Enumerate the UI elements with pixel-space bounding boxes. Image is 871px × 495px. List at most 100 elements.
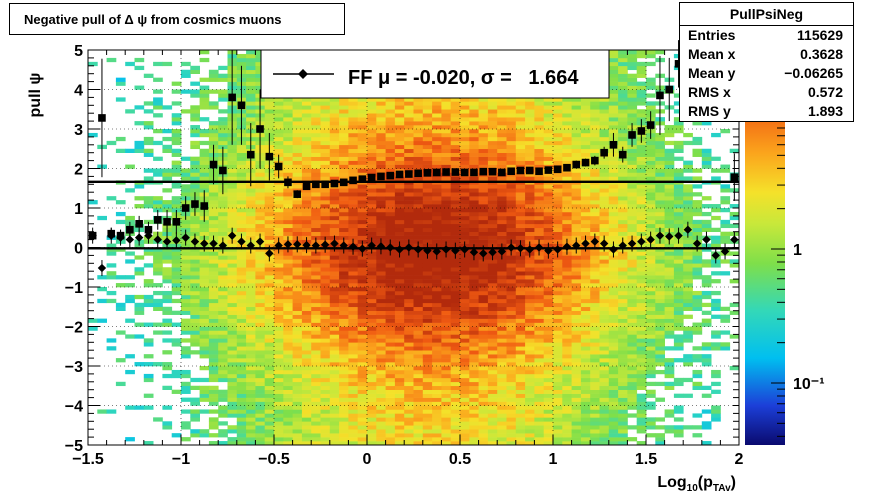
- heatmap-cell: [590, 354, 600, 359]
- heatmap-cell: [432, 109, 442, 114]
- heatmap-cell: [301, 338, 312, 343]
- heatmap-cell: [413, 290, 424, 296]
- heatmap-cell: [506, 342, 517, 347]
- heatmap-cell: [478, 267, 489, 272]
- heatmap-cell: [329, 192, 340, 197]
- heatmap-cell: [413, 362, 424, 367]
- heatmap-cell: [320, 101, 331, 106]
- heatmap-cell: [348, 298, 359, 304]
- heatmap-cell: [534, 132, 545, 138]
- heatmap-cell: [599, 346, 610, 351]
- heatmap-cell: [590, 247, 600, 252]
- heatmap-cell: [608, 302, 619, 308]
- heatmap-cell: [283, 223, 293, 229]
- heatmap-cell: [553, 334, 563, 339]
- heatmap-cell: [181, 294, 191, 300]
- heatmap-cell: [450, 397, 461, 402]
- heatmap-cell: [599, 298, 610, 304]
- heatmap-cell: [515, 302, 526, 308]
- heatmap-cell: [478, 283, 489, 288]
- heatmap-cell: [394, 200, 405, 205]
- heatmap-cell: [264, 358, 275, 363]
- heatmap-cell: [311, 302, 321, 308]
- heatmap-cell: [460, 227, 470, 232]
- heatmap-cell: [311, 389, 321, 394]
- heatmap-cell: [367, 373, 377, 379]
- heatmap-cell: [292, 263, 303, 268]
- heatmap-cell: [274, 326, 284, 331]
- heatmap-cell: [506, 140, 517, 146]
- heatmap-cell: [441, 401, 452, 406]
- heatmap-cell: [432, 279, 442, 284]
- heatmap-cell: [311, 196, 321, 201]
- heatmap-cell: [627, 231, 638, 236]
- heatmap-cell: [618, 318, 628, 323]
- heatmap-cell: [506, 235, 517, 240]
- heatmap-cell: [143, 354, 154, 359]
- heatmap-cell: [506, 152, 517, 157]
- heatmap-cell: [543, 267, 554, 272]
- heatmap-cell: [376, 113, 386, 118]
- heatmap-cell: [599, 377, 610, 383]
- heatmap-cell: [292, 369, 303, 375]
- heatmap-cell: [181, 275, 191, 280]
- heatmap-cell: [553, 322, 563, 327]
- heatmap-cell: [543, 381, 554, 387]
- heatmap-cell: [497, 227, 507, 232]
- heatmap-cell: [320, 421, 331, 426]
- heatmap-cell: [497, 129, 507, 134]
- heatmap-cell: [348, 385, 359, 390]
- heatmap-cell: [153, 283, 163, 288]
- heatmap-cell: [301, 121, 312, 126]
- heatmap-cell: [199, 259, 210, 264]
- heatmap-cell: [487, 397, 498, 402]
- heatmap-cell: [553, 409, 563, 414]
- heatmap-cell: [441, 385, 452, 390]
- heatmap-cell: [274, 362, 284, 367]
- heatmap-cell: [441, 223, 452, 229]
- heatmap-cell: [441, 204, 452, 209]
- heatmap-cell: [385, 441, 396, 445]
- heatmap-cell: [497, 196, 507, 201]
- heatmap-cell: [543, 105, 554, 110]
- heatmap-cell: [627, 215, 638, 221]
- heatmap-cell: [227, 275, 238, 280]
- heatmap-cell: [153, 247, 163, 252]
- heatmap-cell: [162, 188, 173, 193]
- heatmap-cell: [590, 140, 600, 146]
- heatmap-cell: [367, 125, 377, 130]
- heatmap-cell: [497, 267, 507, 272]
- heatmap-cell: [208, 417, 219, 422]
- heatmap-cell: [283, 97, 293, 102]
- heatmap-cell: [357, 283, 368, 288]
- heatmap-cell: [469, 373, 479, 379]
- heatmap-cell: [181, 397, 191, 402]
- heatmap-cell: [320, 373, 331, 379]
- heatmap-cell: [618, 164, 628, 169]
- heatmap-cell: [562, 184, 572, 189]
- heatmap-cell: [143, 393, 154, 398]
- heatmap-cell: [246, 362, 256, 367]
- heatmap-cell: [460, 259, 470, 264]
- heatmap-cell: [599, 306, 610, 311]
- heatmap-cell: [553, 354, 563, 359]
- heatmap-cell: [134, 148, 145, 153]
- heatmap-cell: [171, 279, 182, 284]
- heatmap-cell: [199, 330, 210, 335]
- heatmap-cell: [534, 164, 545, 169]
- heatmap-cell: [246, 204, 256, 209]
- heatmap-cell: [450, 366, 461, 371]
- heatmap-cell: [469, 405, 479, 410]
- heatmap-cell: [329, 97, 340, 102]
- heatmap-cell: [376, 437, 386, 442]
- heatmap-cell: [599, 200, 610, 205]
- heatmap-cell: [246, 401, 256, 406]
- heatmap-cell: [292, 117, 303, 122]
- heatmap-cell: [627, 227, 638, 232]
- heatmap-cell: [478, 381, 489, 387]
- heatmap-cell: [376, 314, 386, 319]
- heatmap-cell: [432, 117, 442, 122]
- heatmap-cell: [376, 129, 386, 134]
- heatmap-cell: [450, 306, 461, 311]
- heatmap-cell: [525, 377, 535, 383]
